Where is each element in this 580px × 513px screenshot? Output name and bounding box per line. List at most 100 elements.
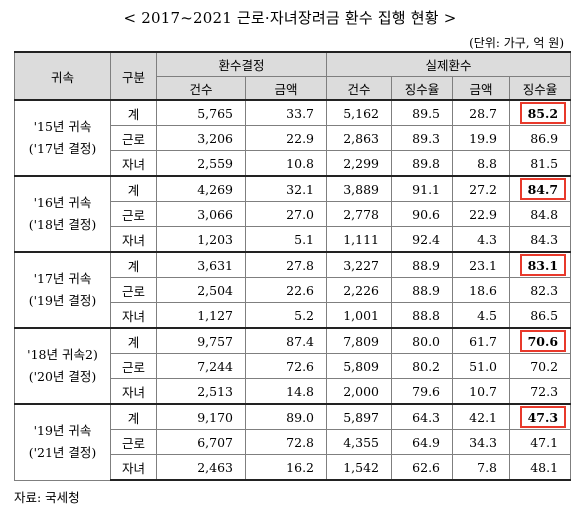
highlight-box: 47.3 [519, 406, 567, 428]
cell-dec-amount: 33.7 [244, 99, 328, 126]
group-label-year: '15년 귀속 [33, 119, 92, 134]
cell-act-amount: 18.6 [452, 277, 511, 303]
cell-act-rate: 64.3 [391, 403, 454, 430]
cell-act-count: 2,226 [326, 277, 393, 303]
table-row: '19년 귀속 ('21년 결정) 계 9,170 89.0 5,897 64.3 42.1 4… [14, 403, 572, 481]
cell-collect-rate: 47.1 [509, 429, 572, 455]
table-row: '18년 귀속2) ('20년 결정) 계 9,757 87.4 7,809 80.0 61.… [14, 327, 572, 405]
cell-dec-amount: 16.2 [244, 454, 328, 481]
cell-act-amount: 4.3 [452, 226, 511, 253]
table-row: 자녀 2,513 14.8 2,000 79.6 10.7 72.3 [15, 378, 572, 405]
group-label: '17년 귀속 ('19년 결정) [14, 251, 111, 329]
cell-collect-rate: 70.2 [509, 353, 572, 379]
table-row: 근로 2,504 22.6 2,226 88.9 18.6 82.3 [15, 277, 572, 303]
cell-dec-amount: 5.2 [244, 302, 328, 329]
highlighted-collect-rate: 85.2 [509, 99, 572, 126]
table-row: 자녀 1,203 5.1 1,111 92.4 4.3 84.3 [15, 226, 572, 253]
highlighted-collect-rate: 83.1 [509, 251, 572, 278]
cell-dec-count: 3,631 [156, 251, 246, 278]
table-row: 근로 7,244 72.6 5,809 80.2 51.0 70.2 [15, 353, 572, 379]
table-row: 근로 3,066 27.0 2,778 90.6 22.9 84.8 [15, 201, 572, 227]
table-row: '17년 귀속 ('19년 결정) 계 3,631 27.8 3,227 88.9 23.1 8… [14, 251, 572, 329]
group-label: '19년 귀속 ('21년 결정) [14, 403, 111, 481]
highlight-box: 83.1 [519, 254, 567, 276]
highlighted-collect-rate: 47.3 [509, 403, 572, 430]
unit-note: (단위: 가구, 억 원) [469, 36, 564, 50]
cell-act-rate: 80.2 [391, 353, 454, 379]
cell-act-count: 3,889 [326, 175, 393, 202]
group-label-year: '16년 귀속 [33, 195, 92, 210]
cell-dec-amount: 22.9 [244, 125, 328, 151]
highlight-box: 85.2 [519, 102, 567, 124]
cell-act-rate: 79.6 [391, 378, 454, 405]
row-type: 근로 [110, 201, 157, 227]
cell-dec-amount: 72.6 [244, 353, 328, 379]
table-row: '16년 귀속 ('18년 결정) 계 4,269 32.1 3,889 91.1 27.2 8… [14, 175, 572, 253]
row-type: 계 [110, 327, 157, 354]
cell-collect-rate: 48.1 [509, 454, 572, 481]
cell-dec-count: 5,765 [156, 99, 246, 126]
cell-act-amount: 27.2 [452, 175, 511, 202]
header-act-amount: 금액 [452, 76, 511, 101]
cell-dec-amount: 10.8 [244, 150, 328, 177]
cell-act-amount: 4.5 [452, 302, 511, 329]
cell-act-amount: 42.1 [452, 403, 511, 430]
cell-act-rate: 80.0 [391, 327, 454, 354]
cell-act-count: 1,001 [326, 302, 393, 329]
cell-dec-amount: 89.0 [244, 403, 328, 430]
group-label-decision: ('19년 결정) [28, 293, 97, 308]
row-type: 계 [110, 175, 157, 202]
cell-act-count: 1,542 [326, 454, 393, 481]
cell-act-rate: 91.1 [391, 175, 454, 202]
row-type: 자녀 [110, 226, 157, 253]
row-type: 계 [110, 99, 157, 126]
cell-dec-count: 1,127 [156, 302, 246, 329]
cell-act-amount: 28.7 [452, 99, 511, 126]
cell-act-count: 3,227 [326, 251, 393, 278]
cell-dec-count: 2,559 [156, 150, 246, 177]
cell-act-rate: 89.5 [391, 99, 454, 126]
cell-dec-amount: 32.1 [244, 175, 328, 202]
group-label-year: '17년 귀속 [33, 271, 92, 286]
table-row: 자녀 1,127 5.2 1,001 88.8 4.5 86.5 [15, 302, 572, 329]
header-act-count: 건수 [326, 76, 393, 101]
cell-act-amount: 22.9 [452, 201, 511, 227]
header-dec-count: 건수 [156, 76, 246, 101]
cell-collect-rate: 84.8 [509, 201, 572, 227]
cell-act-amount: 34.3 [452, 429, 511, 455]
cell-dec-count: 2,504 [156, 277, 246, 303]
cell-dec-count: 9,170 [156, 403, 246, 430]
table-row: 자녀 2,463 16.2 1,542 62.6 7.8 48.1 [15, 454, 572, 481]
cell-act-rate: 88.8 [391, 302, 454, 329]
cell-collect-rate: 86.9 [509, 125, 572, 151]
source-note: 자료: 국세청 [14, 490, 80, 505]
header-category: 귀속 [14, 51, 111, 101]
highlight-box: 84.7 [519, 178, 567, 200]
cell-act-count: 7,809 [326, 327, 393, 354]
table-row: 근로 6,707 72.8 4,355 64.9 34.3 47.1 [15, 429, 572, 455]
cell-act-count: 5,897 [326, 403, 393, 430]
cell-dec-count: 3,066 [156, 201, 246, 227]
cell-dec-count: 9,757 [156, 327, 246, 354]
cell-dec-count: 1,203 [156, 226, 246, 253]
group-label-decision: ('21년 결정) [28, 445, 97, 461]
group-label: '15년 귀속 ('17년 결정) [14, 99, 111, 177]
cell-act-count: 1,111 [326, 226, 393, 253]
highlight-box: 70.6 [519, 330, 567, 352]
cell-act-rate: 89.8 [391, 150, 454, 177]
group-label-decision: ('20년 결정) [28, 369, 97, 384]
row-type: 계 [110, 403, 157, 430]
cell-act-rate: 88.9 [391, 251, 454, 278]
row-type: 자녀 [110, 150, 157, 177]
table-body: '15년 귀속 ('17년 결정) 계 5,765 33.7 5,162 89.5 28.7 8… [14, 99, 572, 481]
group-label: '16년 귀속 ('18년 결정) [14, 175, 111, 253]
cell-act-rate: 92.4 [391, 226, 454, 253]
table-row: 자녀 2,559 10.8 2,299 89.8 8.8 81.5 [15, 150, 572, 177]
cell-collect-rate: 82.3 [509, 277, 572, 303]
cell-dec-count: 3,206 [156, 125, 246, 151]
cell-act-count: 5,809 [326, 353, 393, 379]
row-type: 근로 [110, 429, 157, 455]
highlighted-collect-rate: 84.7 [509, 175, 572, 202]
cell-collect-rate: 86.5 [509, 302, 572, 329]
cell-dec-amount: 27.0 [244, 201, 328, 227]
